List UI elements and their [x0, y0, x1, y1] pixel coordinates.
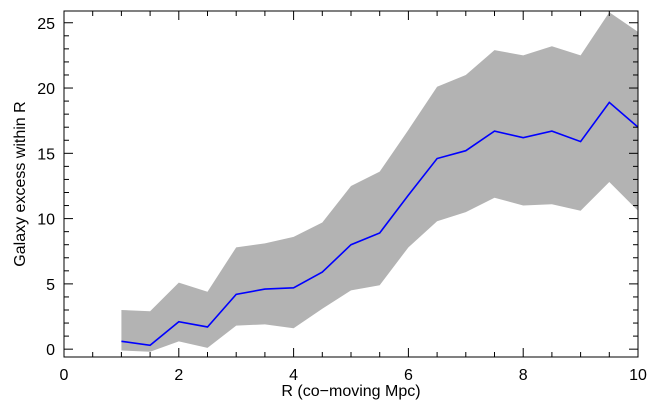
- x-tick-label: 8: [519, 367, 528, 384]
- y-tick-label: 15: [37, 146, 55, 163]
- x-tick-label: 6: [404, 367, 413, 384]
- tick-layer: [63, 11, 639, 357]
- series-line-0: [121, 101, 639, 347]
- y-tick-label: 0: [46, 342, 55, 359]
- x-tick-label: 0: [60, 367, 69, 384]
- x-tick-labels: 0 2 4 6 8 10: [60, 367, 647, 384]
- x-tick-label: 2: [174, 367, 183, 384]
- x-tick-label: 10: [629, 367, 647, 384]
- confidence-band: [121, 12, 638, 352]
- x-axis-title: R (co−moving Mpc): [281, 383, 420, 400]
- confidence-band-layer: [121, 12, 638, 352]
- y-tick-label: 10: [37, 212, 55, 229]
- y-tick-labels: 0 5 10 15 20 25: [37, 16, 55, 359]
- series-line-layer: [121, 101, 639, 347]
- y-tick-label: 25: [37, 16, 55, 33]
- y-tick-label: 5: [46, 277, 55, 294]
- y-axis-title: Galaxy excess within R: [12, 101, 29, 266]
- x-tick-label: 4: [289, 367, 298, 384]
- y-tick-label: 20: [37, 81, 55, 98]
